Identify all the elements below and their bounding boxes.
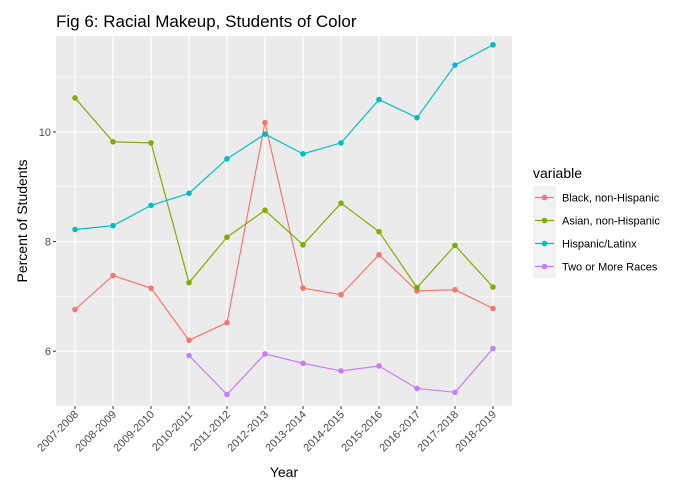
data-point — [452, 242, 458, 249]
data-point — [338, 140, 344, 146]
series-points — [72, 41, 496, 398]
series-line-1 — [74, 97, 494, 289]
data-point — [452, 62, 458, 68]
legend-items: Black, non-Hispanic Asian, non-Hispanic Hi… — [533, 186, 660, 278]
data-point — [338, 200, 344, 206]
data-point — [338, 291, 344, 298]
x-axis-title: Year — [270, 464, 299, 480]
data-point — [300, 360, 306, 367]
data-point — [148, 202, 154, 209]
data-point — [300, 285, 306, 291]
data-point — [414, 114, 420, 121]
data-point — [300, 242, 306, 248]
legend-label: Hispanic/Latinx — [562, 239, 637, 251]
data-point — [148, 285, 154, 291]
data-point — [490, 305, 496, 312]
chart-title: Fig 6: Racial Makeup, Students of Color — [56, 12, 357, 31]
legend-key-point — [541, 263, 548, 270]
legend-title: variable — [533, 165, 582, 181]
legend-label: Two or More Races — [562, 262, 658, 274]
data-point — [338, 368, 344, 374]
data-point — [110, 272, 116, 279]
data-point — [72, 95, 78, 101]
data-point — [376, 228, 382, 235]
data-point — [452, 389, 458, 396]
legend-label: Black, non-Hispanic — [562, 193, 660, 205]
x-axis-ticks: 2007-20082008-20092009-20102010-20112011… — [35, 406, 499, 454]
data-point — [72, 306, 78, 313]
series-lines — [74, 44, 494, 396]
data-point — [186, 190, 192, 197]
legend-key-point — [541, 217, 548, 224]
data-point — [414, 284, 420, 291]
data-point — [300, 151, 306, 157]
y-tick-label: 6 — [45, 346, 51, 358]
data-point — [414, 385, 420, 392]
data-point — [224, 319, 230, 326]
y-tick-label: 8 — [45, 237, 51, 249]
data-point — [262, 207, 268, 214]
data-point — [490, 345, 496, 352]
data-point — [376, 96, 382, 103]
data-point — [186, 279, 192, 286]
y-axis-ticks: 6 8 10 — [39, 127, 56, 358]
data-point — [148, 140, 154, 146]
data-point — [490, 41, 496, 48]
data-point — [490, 284, 496, 290]
y-tick-label: 10 — [39, 127, 51, 139]
data-point — [186, 337, 192, 344]
data-point — [110, 138, 116, 145]
plot-panel — [56, 36, 512, 406]
series-line-2 — [74, 44, 494, 231]
data-point — [262, 351, 268, 357]
data-point — [186, 352, 192, 359]
data-point — [224, 391, 230, 398]
y-axis-title: Percent of Students — [14, 160, 30, 283]
data-point — [262, 119, 268, 126]
legend-label: Asian, non-Hispanic — [562, 216, 660, 228]
data-point — [224, 234, 230, 240]
legend-key-point — [541, 194, 548, 201]
x-tick-label: 2009-2010 — [111, 409, 157, 455]
data-point — [376, 363, 382, 369]
x-tick-label: 2018-2019 — [453, 409, 499, 455]
data-point — [224, 155, 230, 162]
gridlines — [56, 36, 512, 407]
data-point — [452, 286, 458, 293]
legend-key-point — [541, 240, 548, 247]
legend: variable Black, non-Hispanic Asian, non-H… — [533, 165, 660, 278]
series-line-0 — [74, 122, 494, 341]
data-point — [376, 251, 382, 258]
data-point — [262, 131, 268, 137]
data-point — [110, 222, 116, 229]
data-point — [72, 226, 78, 233]
